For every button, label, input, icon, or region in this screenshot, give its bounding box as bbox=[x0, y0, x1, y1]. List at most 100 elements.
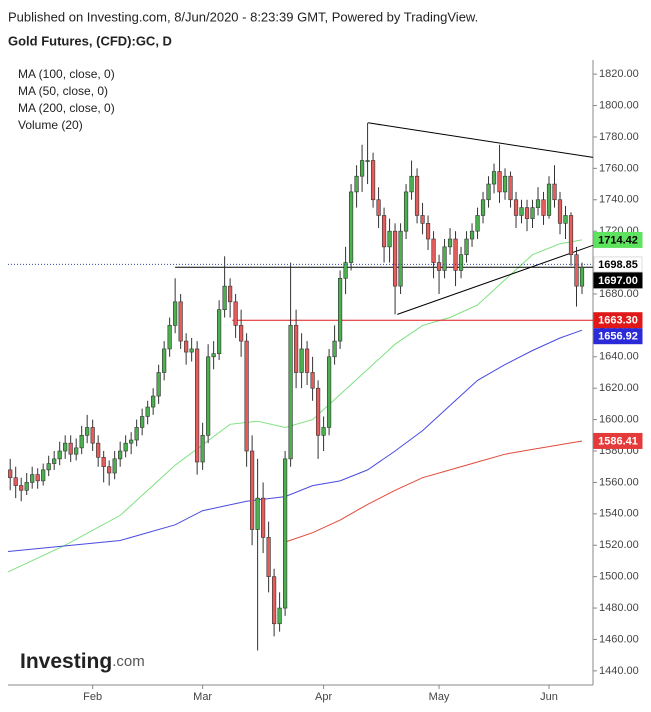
candle-body bbox=[563, 215, 568, 224]
y-tick-label: 1520.00 bbox=[599, 539, 639, 551]
y-tick-label: 1760.00 bbox=[599, 162, 639, 174]
candle-body bbox=[200, 435, 205, 463]
candle-body bbox=[403, 191, 409, 232]
candle-body bbox=[277, 607, 282, 625]
candle-body bbox=[217, 309, 222, 354]
price-label-box bbox=[593, 272, 643, 289]
y-tick-label: 1480.00 bbox=[599, 602, 639, 614]
candle-body bbox=[530, 207, 535, 219]
candle-body bbox=[90, 427, 95, 444]
candle-body bbox=[74, 447, 79, 455]
candle-body bbox=[535, 199, 541, 208]
candle-body bbox=[112, 458, 117, 474]
candle-body bbox=[24, 482, 29, 491]
chart-title: Gold Futures, (CFD):GC, D bbox=[8, 33, 172, 48]
candle-body bbox=[134, 427, 139, 441]
price-label: 1656.92 bbox=[598, 331, 638, 343]
candle-body bbox=[458, 254, 464, 271]
candle-body bbox=[337, 277, 343, 342]
legend-entry: MA (50, close, 0) bbox=[18, 84, 108, 98]
candle-body bbox=[469, 230, 475, 240]
candle-body bbox=[354, 175, 359, 193]
candle-body bbox=[502, 175, 508, 193]
candle-body bbox=[310, 372, 315, 389]
moving-average bbox=[7, 239, 583, 573]
candle-body bbox=[486, 183, 491, 201]
candle-body bbox=[453, 238, 458, 271]
candle-body bbox=[398, 230, 403, 287]
candle-body bbox=[173, 301, 178, 326]
candle-body bbox=[167, 325, 172, 350]
candle-body bbox=[189, 348, 194, 353]
candle-body bbox=[519, 207, 524, 216]
x-tick-label: Jun bbox=[540, 691, 558, 703]
price-label: 1663.30 bbox=[598, 315, 638, 327]
candle-body bbox=[266, 537, 271, 577]
candle-body bbox=[250, 450, 255, 530]
price-label-box bbox=[593, 312, 643, 329]
candle-body bbox=[129, 439, 134, 444]
candle-body bbox=[420, 215, 425, 224]
candle-body bbox=[508, 175, 513, 201]
candle-body bbox=[524, 207, 530, 219]
x-tick-label: Feb bbox=[83, 691, 102, 703]
price-label-box bbox=[593, 328, 643, 345]
candle-body bbox=[162, 348, 167, 373]
y-tick-label: 1820.00 bbox=[599, 68, 639, 80]
candle-body bbox=[8, 469, 13, 479]
candle-body bbox=[546, 183, 552, 216]
candle-body bbox=[85, 427, 90, 436]
y-tick-label: 1780.00 bbox=[599, 131, 639, 143]
price-label-box bbox=[593, 432, 643, 449]
y-tick-label: 1640.00 bbox=[599, 351, 639, 363]
candle-body bbox=[475, 215, 480, 232]
candle-body bbox=[107, 466, 112, 474]
candle-body bbox=[156, 372, 161, 397]
price-label: 1697.00 bbox=[598, 275, 638, 287]
candle-body bbox=[425, 223, 431, 240]
candle-body bbox=[57, 450, 62, 460]
y-tick-label: 1620.00 bbox=[599, 382, 639, 394]
legend-entry: Volume (20) bbox=[18, 118, 83, 132]
candle-body bbox=[222, 285, 227, 310]
candle-body bbox=[409, 175, 414, 193]
candle-body bbox=[101, 456, 106, 468]
candle-body bbox=[206, 356, 211, 436]
candle-body bbox=[140, 416, 145, 428]
candle-body bbox=[13, 477, 18, 486]
candle-body bbox=[294, 325, 299, 373]
x-tick-label: May bbox=[429, 691, 450, 703]
y-tick-label: 1500.00 bbox=[599, 571, 639, 583]
candle-body bbox=[118, 450, 123, 460]
candle-body bbox=[359, 160, 365, 177]
candle-body bbox=[376, 199, 381, 216]
candle-body bbox=[541, 199, 546, 216]
price-label: 1586.41 bbox=[598, 435, 638, 447]
candle-body bbox=[332, 340, 337, 358]
candle-body bbox=[442, 246, 447, 271]
candle-body bbox=[299, 348, 304, 373]
x-tick-label: Apr bbox=[315, 691, 332, 703]
legend-entry: MA (200, close, 0) bbox=[18, 101, 115, 115]
candle-body bbox=[46, 463, 51, 471]
candle-body bbox=[497, 171, 502, 193]
candle-body bbox=[513, 199, 519, 216]
candle-body bbox=[255, 497, 260, 530]
candle-body bbox=[178, 301, 183, 342]
logo-name: Investing bbox=[20, 650, 112, 673]
y-tick-label: 1800.00 bbox=[599, 99, 639, 111]
x-tick-label: Mar bbox=[193, 691, 212, 703]
price-label: 1698.85 bbox=[598, 259, 638, 271]
candle-body bbox=[41, 469, 46, 482]
candle-body bbox=[315, 387, 321, 436]
candle-body bbox=[579, 266, 585, 287]
y-tick-label: 1680.00 bbox=[599, 288, 639, 300]
candle-body bbox=[52, 458, 57, 464]
candle-body bbox=[491, 171, 497, 185]
candle-body bbox=[343, 262, 348, 279]
candle-body bbox=[261, 497, 266, 538]
price-label-box bbox=[593, 231, 643, 248]
price-label-box bbox=[593, 256, 643, 273]
y-tick-label: 1600.00 bbox=[599, 414, 639, 426]
